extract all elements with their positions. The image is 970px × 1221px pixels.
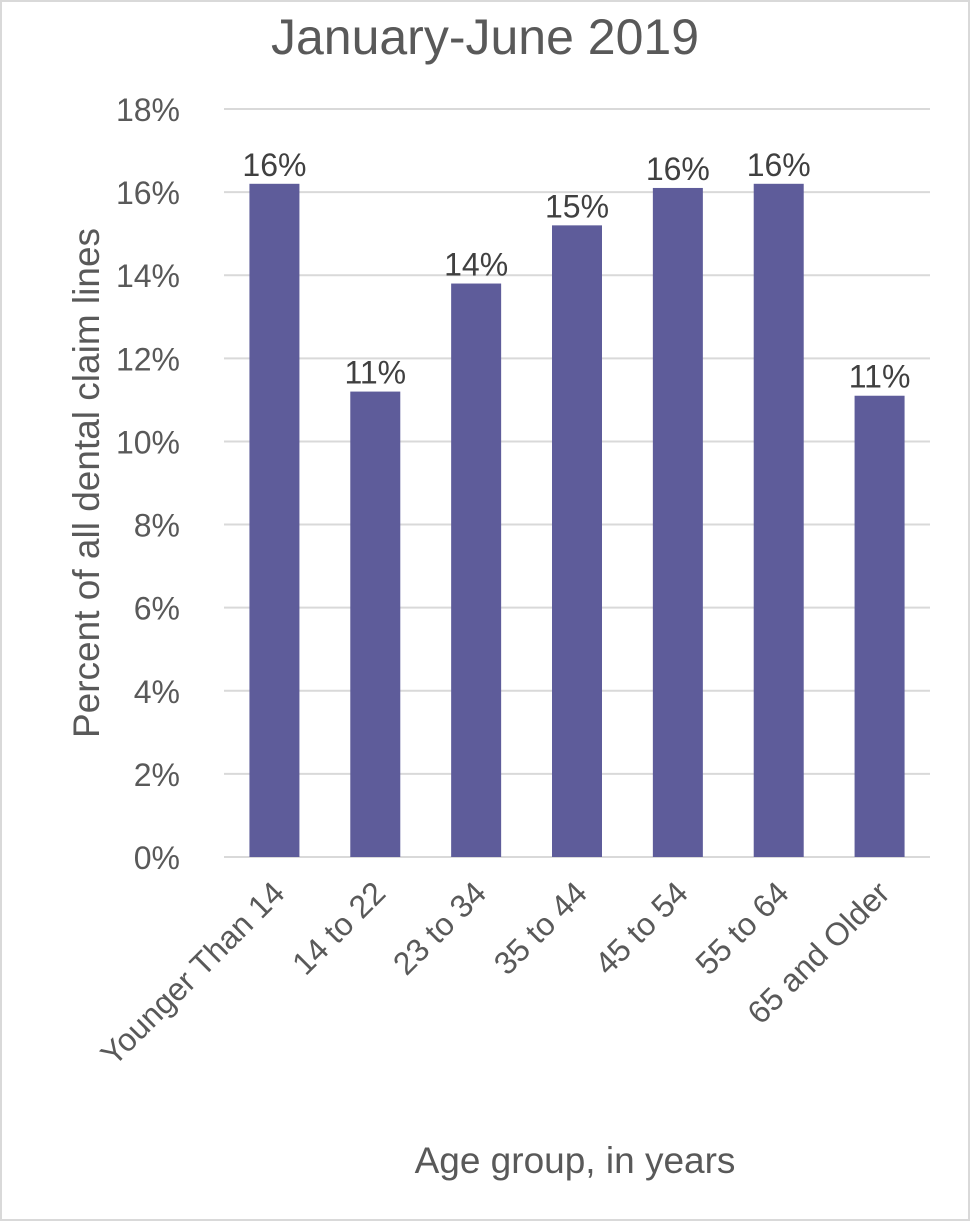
y-axis-title: Percent of all dental claim lines (66, 228, 107, 738)
bar (652, 187, 703, 857)
x-category-label: 14 to 22 (285, 874, 392, 981)
y-tick-label: 18% (116, 92, 180, 128)
y-tick-label: 4% (134, 674, 180, 710)
data-label: 11% (849, 359, 911, 395)
x-category-label: 35 to 44 (487, 874, 594, 981)
y-tick-label: 8% (134, 508, 180, 544)
data-label: 16% (646, 151, 710, 187)
bar (552, 225, 602, 857)
y-tick-label: 16% (116, 175, 180, 211)
y-tick-label: 0% (134, 840, 180, 876)
x-category-label: 45 to 54 (588, 874, 695, 981)
chart-title: January-June 2019 (271, 9, 699, 65)
data-label: 14% (444, 247, 508, 283)
data-label: 15% (545, 188, 609, 224)
y-tick-label: 2% (134, 757, 180, 793)
y-tick-label: 6% (134, 591, 180, 627)
y-tick-label: 14% (116, 258, 180, 294)
data-label: 16% (747, 147, 811, 183)
y-tick-label: 12% (116, 341, 180, 377)
y-axis-ticks: 0% 2% 4% 6% 8% 10% 12% 14% 16% 18% (116, 92, 180, 876)
data-label: 11% (344, 355, 406, 391)
bar (451, 283, 502, 857)
bar (854, 395, 905, 857)
y-tick-label: 10% (116, 424, 180, 460)
x-category-label: Younger Than 14 (94, 874, 292, 1072)
bars (249, 183, 905, 858)
data-label: 16% (242, 147, 306, 183)
bar (753, 183, 804, 858)
bar (249, 183, 300, 858)
x-axis-title: Age group, in years (415, 1140, 736, 1181)
bar (350, 391, 401, 857)
data-labels: 16% 11% 14% 15% 16% 16% 11% (242, 147, 910, 395)
x-category-label: 23 to 34 (386, 874, 493, 981)
